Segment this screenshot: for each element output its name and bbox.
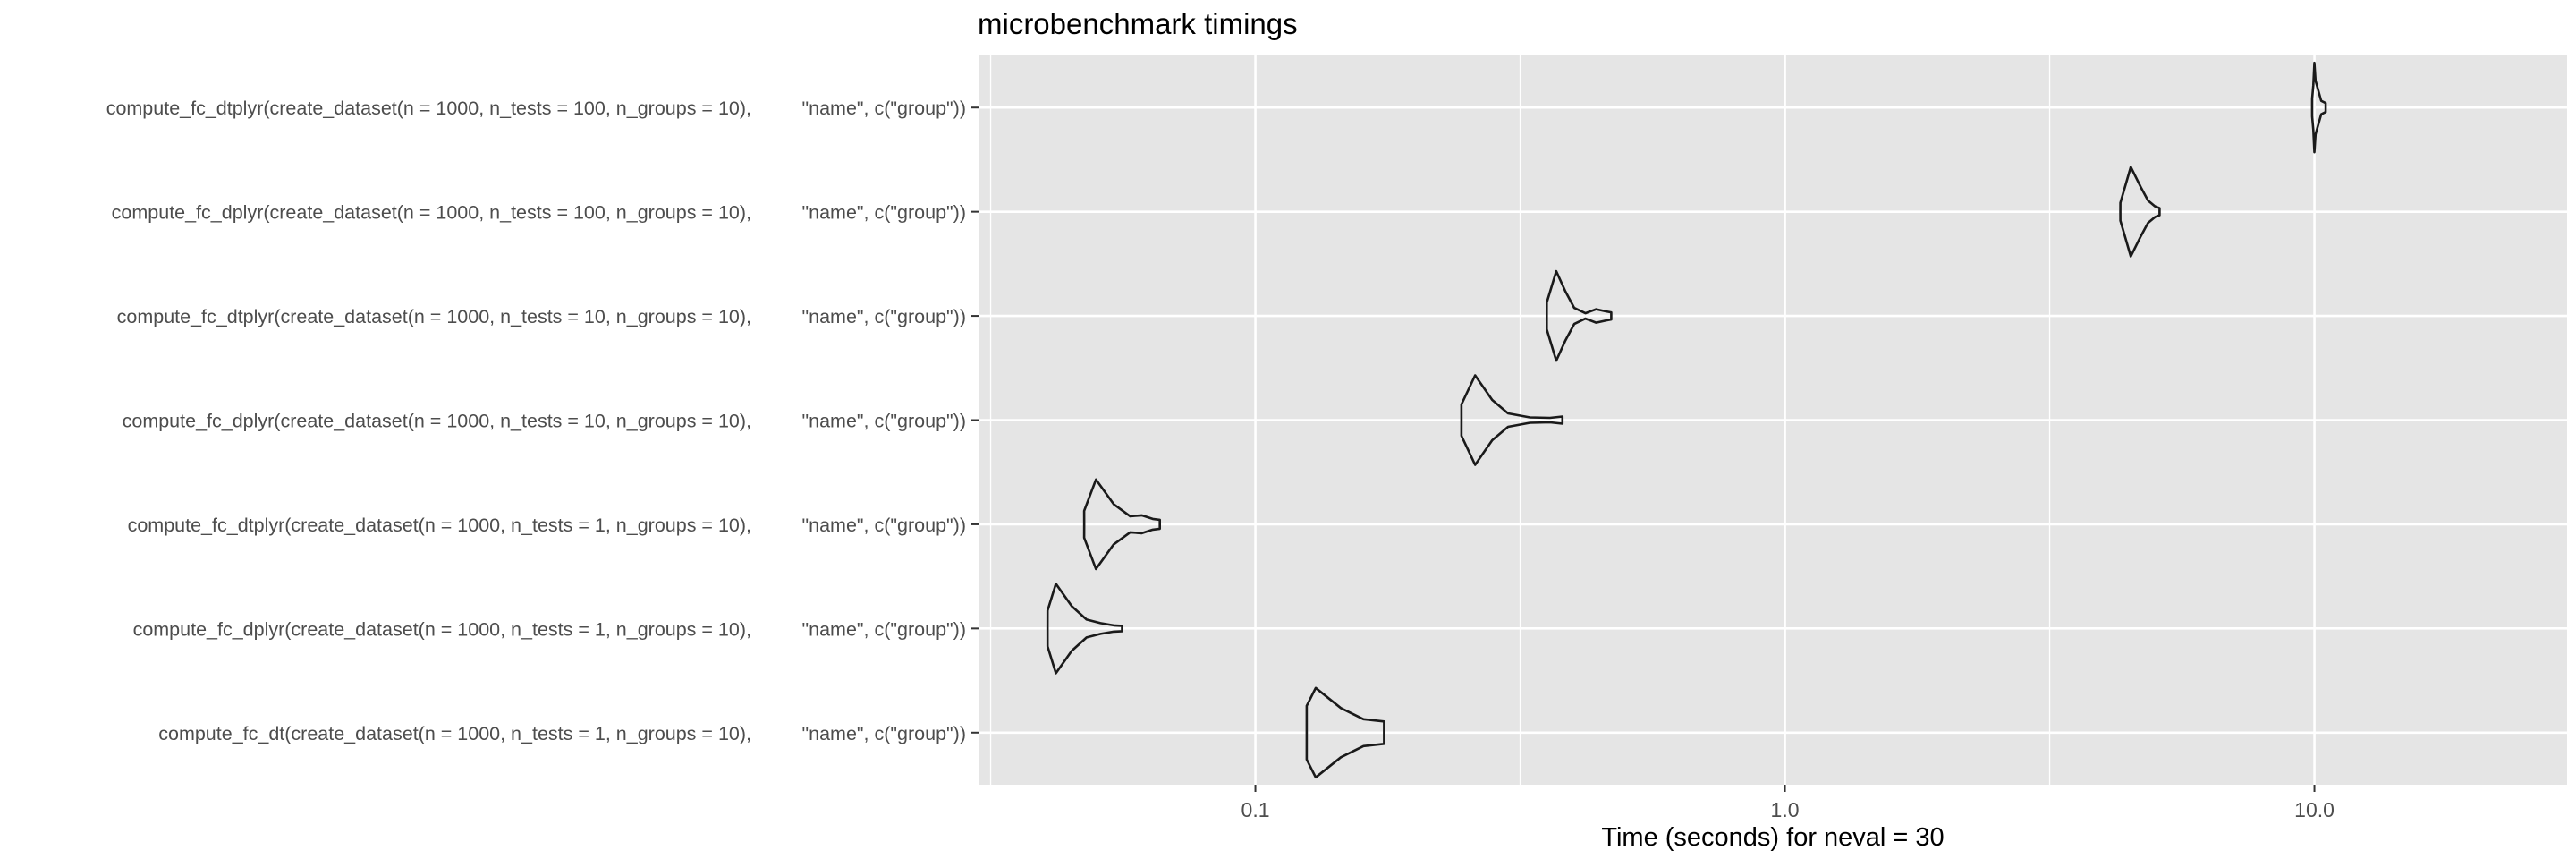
violin-shape [2310, 61, 2327, 154]
chart-title: microbenchmark timings [978, 7, 1298, 40]
violin-shape [1046, 583, 1123, 675]
x-tick-label: 1.0 [1771, 798, 1800, 821]
y-tick-label: compute_fc_dplyr(create_dataset(n = 1000… [112, 202, 751, 224]
y-tick-label: compute_fc_dplyr(create_dataset(n = 1000… [133, 618, 751, 640]
y-tick-label-expr: "name", c("group")) [802, 306, 966, 327]
x-tick-label: 10.0 [2294, 798, 2334, 821]
x-axis-title: Time (seconds) for neval = 30 [1601, 823, 1944, 852]
y-tick-label: compute_fc_dtplyr(create_dataset(n = 100… [106, 98, 751, 119]
x-tick-label: 0.1 [1241, 798, 1270, 821]
violin-shape [2119, 166, 2161, 258]
y-tick-label-expr: "name", c("group")) [802, 618, 966, 640]
y-tick-label: compute_fc_dtplyr(create_dataset(n = 100… [128, 515, 751, 536]
violin-shape [1545, 269, 1613, 362]
y-tick-label: compute_fc_dt(create_dataset(n = 1000, n… [158, 723, 751, 744]
y-tick-label-expr: "name", c("group")) [802, 202, 966, 224]
violin-shape [1460, 374, 1564, 466]
y-tick-label-expr: "name", c("group")) [802, 98, 966, 119]
y-tick-label: compute_fc_dplyr(create_dataset(n = 1000… [123, 411, 751, 432]
y-tick-label: compute_fc_dtplyr(create_dataset(n = 100… [117, 306, 751, 327]
y-tick-label-expr: "name", c("group")) [802, 723, 966, 744]
violin-shape [1082, 478, 1161, 571]
y-tick-label-expr: "name", c("group")) [802, 515, 966, 536]
violin-shape [1305, 686, 1385, 779]
y-tick-label-expr: "name", c("group")) [802, 411, 966, 432]
